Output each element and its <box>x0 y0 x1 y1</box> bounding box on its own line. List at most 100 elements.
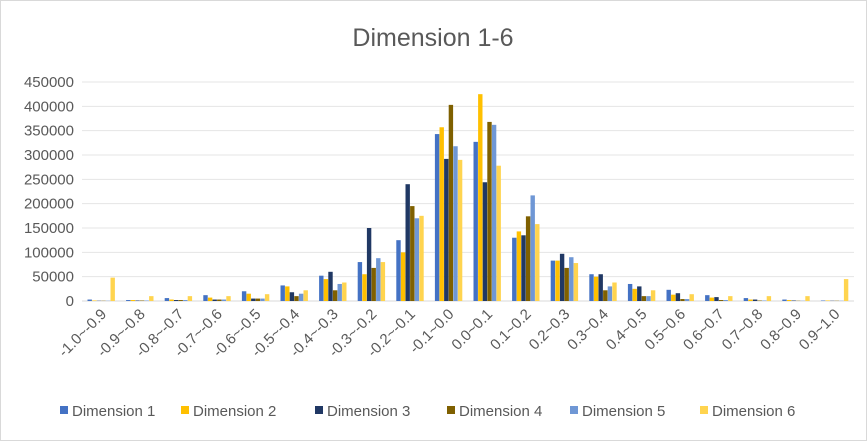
bar <box>569 257 574 301</box>
bar <box>130 300 136 301</box>
bar <box>516 231 522 301</box>
bar <box>728 296 733 301</box>
y-tick-label: 400000 <box>24 98 74 115</box>
bar <box>362 274 367 301</box>
legend-swatch <box>60 406 68 414</box>
y-tick-label: 300000 <box>24 147 74 164</box>
legend-label: Dimension 1 <box>72 403 155 420</box>
bar <box>748 299 753 301</box>
bar <box>337 283 342 301</box>
bar <box>448 104 454 302</box>
bar <box>641 296 647 301</box>
x-tick-label: 0.5~0.6 <box>641 306 689 354</box>
gridlines <box>82 81 854 302</box>
legend: Dimension 1 Dimension 2 Dimension 3 Dimensi… <box>60 403 795 420</box>
bar <box>149 296 154 301</box>
x-axis: -1.0~-0.9-0.9~-0.8-0.8~-0.7-0.7~-0.6-0.6… <box>55 306 843 361</box>
bar <box>473 141 478 301</box>
bar <box>342 282 347 301</box>
bar <box>439 127 444 301</box>
bar <box>414 218 420 301</box>
y-tick-label: 100000 <box>24 244 74 261</box>
bar <box>241 291 247 301</box>
bar <box>530 195 535 301</box>
bar <box>280 285 285 301</box>
bar <box>491 124 497 301</box>
bar <box>434 134 440 301</box>
bar <box>786 300 792 301</box>
bar <box>294 296 299 301</box>
bar <box>87 299 92 301</box>
y-axis: 0 50000 100000 150000 200000 250000 300000 3500… <box>24 74 74 310</box>
bar <box>371 267 376 301</box>
bar <box>400 252 406 301</box>
bar <box>366 228 372 301</box>
bar <box>521 235 526 301</box>
bar <box>564 267 569 301</box>
bar <box>650 290 656 301</box>
bar <box>680 299 685 301</box>
bar <box>285 286 290 301</box>
bar <box>555 260 560 301</box>
bar <box>487 121 492 301</box>
legend-swatch <box>447 406 455 414</box>
bar <box>187 296 193 301</box>
bar <box>752 299 758 301</box>
bar <box>110 277 115 301</box>
bar <box>357 262 363 301</box>
x-tick-label: 0.7~0.8 <box>719 306 767 354</box>
bar <box>217 299 222 301</box>
bar <box>684 299 690 301</box>
bar <box>843 279 849 301</box>
bar <box>221 299 227 301</box>
bar <box>453 146 458 301</box>
bar <box>203 295 208 301</box>
bar <box>603 290 608 301</box>
bar <box>183 300 188 301</box>
bar <box>512 237 517 301</box>
bar <box>207 297 213 301</box>
bar <box>782 299 787 301</box>
bar <box>405 184 410 301</box>
bar <box>246 293 251 301</box>
bar <box>675 293 681 301</box>
legend-swatch <box>315 406 323 414</box>
x-tick-label: 0.4~0.5 <box>603 306 651 354</box>
bar <box>319 275 324 301</box>
bar <box>632 288 637 301</box>
bar <box>482 182 488 301</box>
bar <box>444 158 449 301</box>
bars <box>87 94 849 302</box>
bar <box>805 296 810 301</box>
bar <box>396 240 401 301</box>
bar <box>478 94 483 301</box>
bar <box>264 294 270 301</box>
bar <box>705 295 710 301</box>
bar <box>671 294 676 301</box>
chart-title: Dimension 1-6 <box>352 24 513 52</box>
bar <box>598 274 603 301</box>
bar <box>714 297 719 301</box>
bar <box>589 274 594 301</box>
y-tick-label: 200000 <box>24 196 74 213</box>
bar <box>496 165 501 301</box>
legend-label: Dimension 2 <box>193 403 276 420</box>
legend-swatch <box>181 406 189 414</box>
bar <box>410 206 415 301</box>
bar <box>212 299 217 301</box>
y-tick-label: 250000 <box>24 171 74 188</box>
y-tick-label: 350000 <box>24 123 74 140</box>
x-tick-label: 0.0~0.1 <box>448 306 496 354</box>
legend-swatch <box>700 406 708 414</box>
bar <box>718 300 724 301</box>
bar <box>178 300 183 301</box>
bar <box>709 297 715 301</box>
bar <box>646 296 651 301</box>
bar <box>689 294 694 301</box>
bar <box>637 286 642 301</box>
bar <box>766 296 772 301</box>
bar <box>419 215 424 301</box>
x-tick-label: 0.8~0.9 <box>757 306 805 354</box>
y-tick-label: 50000 <box>32 269 74 286</box>
